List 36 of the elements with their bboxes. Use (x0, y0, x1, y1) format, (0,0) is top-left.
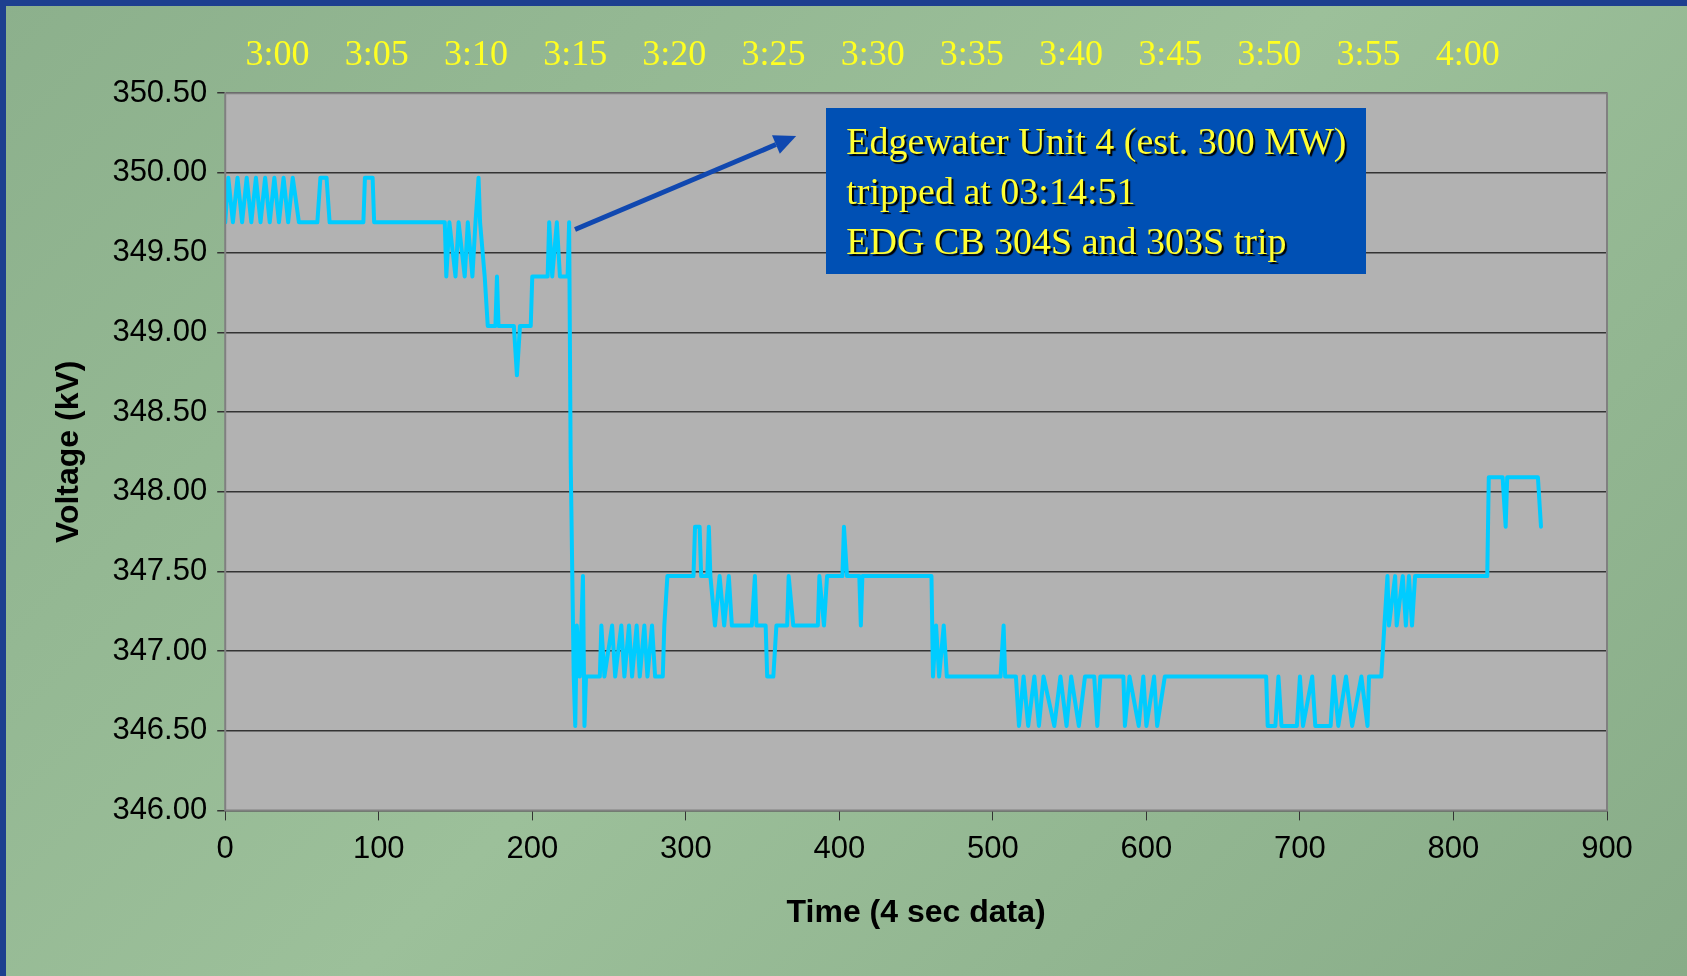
x2-tick-label: 3:55 (1336, 33, 1401, 74)
y-tick-label: 348.50 (112, 392, 208, 428)
x-tick-label: 100 (352, 829, 405, 865)
x-tick-label: 700 (1274, 829, 1326, 865)
y-tick-label: 347.00 (112, 631, 208, 667)
x2-tick-label: 3:05 (344, 33, 409, 74)
x-tick-label: 400 (813, 829, 866, 865)
y-tick-label: 348.00 (112, 472, 208, 508)
x2-tick-label: 3:25 (741, 33, 806, 74)
x-tick-label: 200 (506, 829, 559, 865)
x2-tick-label: 3:35 (939, 33, 1004, 74)
y-tick-label: 347.50 (112, 551, 208, 587)
x2-tick-label: 3:20 (642, 33, 707, 74)
x2-tick-label: 3:50 (1237, 33, 1302, 74)
x2-tick-label: 3:10 (443, 33, 508, 74)
x-tick-label: 900 (1581, 829, 1633, 865)
y-tick-label: 349.00 (112, 312, 208, 348)
x-tick-label: 500 (967, 829, 1019, 865)
x2-tick-label: 3:30 (840, 33, 905, 74)
y-tick-label: 350.50 (112, 73, 208, 109)
x-axis-title: Time (4 sec data) (786, 892, 1046, 929)
x-tick-label: 300 (659, 829, 712, 865)
y-tick-label: 350.00 (112, 153, 208, 189)
x-tick-label: 0 (216, 829, 234, 865)
y-tick-label: 349.50 (112, 233, 208, 269)
x2-tick-label: 3:00 (245, 33, 310, 74)
x2-tick-label: 3:15 (543, 33, 608, 74)
x2-tick-label: 3:40 (1039, 33, 1104, 74)
x-tick-label: 600 (1120, 829, 1173, 865)
x2-tick-label: 3:45 (1138, 33, 1203, 74)
x-tick-label: 800 (1427, 829, 1480, 865)
y-tick-label: 346.00 (112, 790, 208, 826)
annotation: Edgewater Unit 4 (est. 300 MW) tripped at 03:14:51 EDG CB 304S and 303S trip (826, 107, 1367, 274)
y-tick-label: 346.50 (112, 711, 208, 747)
x2-tick-label: 4:00 (1435, 33, 1500, 74)
y-axis-title: Voltage (kV) (49, 360, 86, 544)
